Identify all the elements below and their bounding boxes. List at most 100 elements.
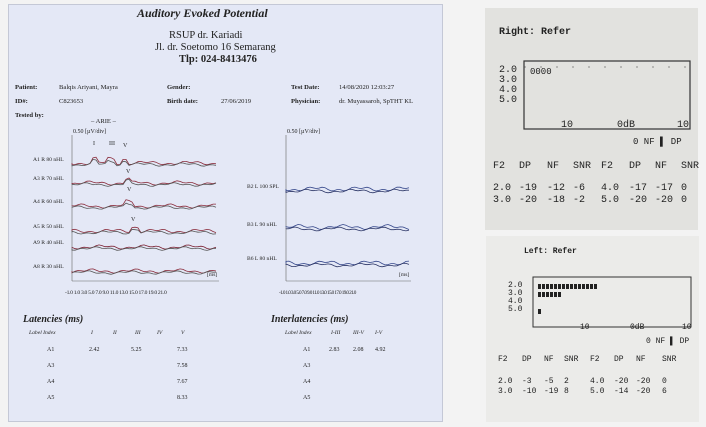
- latency-header: II: [113, 330, 117, 336]
- left-level-3: 3.0: [508, 289, 523, 298]
- dp-table-cell: -3: [522, 377, 532, 386]
- dp-table-cell: 2.0: [498, 377, 513, 386]
- dp-table-cell: 0: [662, 377, 667, 386]
- dp-table-header: SNR: [564, 355, 579, 364]
- dp-mark: [550, 284, 553, 289]
- id-value: C823653: [59, 98, 84, 105]
- table-row-label: A5: [303, 395, 311, 401]
- left-trace-replicate: [71, 202, 217, 210]
- latency-header: III: [135, 330, 141, 336]
- dp-mark: [566, 284, 569, 289]
- physician-label: Physician:: [291, 98, 321, 105]
- right-ear-oae-printout: Right: Refer 2.0 3.0 4.0 5.0 0000 10 0dB…: [485, 8, 700, 230]
- right-scale-0db: 0dB: [617, 120, 636, 131]
- left-level-4: 4.0: [508, 297, 523, 306]
- peak-label-v: V: [123, 143, 128, 149]
- peak-label-v-a3: V: [126, 169, 131, 175]
- interlat-header: I-III: [331, 330, 341, 336]
- dp-table-header: NF: [547, 161, 560, 172]
- table-cell: 2.08: [353, 347, 364, 353]
- table-cell: 2.42: [89, 347, 100, 353]
- report-title: Auditory Evoked Potential: [137, 6, 268, 20]
- left-plot-scale: 0.50 [µV/div]: [73, 129, 107, 135]
- dp-table-cell: -17: [655, 183, 674, 194]
- trace-label: A4 R 60 nHL: [33, 199, 64, 205]
- left-level-2: 2.0: [508, 281, 523, 290]
- right-scale-10: 10: [561, 120, 574, 131]
- dp-mark: [582, 284, 585, 289]
- dp-mark: [578, 284, 581, 289]
- dp-table-cell: -2: [573, 195, 586, 206]
- dp-mark: [542, 284, 545, 289]
- left-trace-replicate: [71, 246, 217, 251]
- dp-mark: [570, 284, 573, 289]
- left-ms-label: [ms]: [207, 272, 218, 278]
- peak-label-i: I: [93, 141, 95, 147]
- dp-table-cell: 0: [681, 183, 688, 194]
- trace-label: A8 R 30 nHL: [33, 264, 64, 270]
- left-ear-oae-printout: Left: Refer 2.0 3.0 4.0 5.0 10 0dB 10 0 …: [486, 236, 699, 422]
- dp-table-header: NF: [544, 355, 554, 364]
- dp-table-cell: 6: [662, 387, 667, 396]
- latency-header: I: [91, 330, 93, 336]
- dp-mark: [542, 292, 545, 297]
- right-trace-waveform: [285, 224, 410, 230]
- dp-table-cell: -5: [544, 377, 554, 386]
- right-level-2: 2.0: [499, 65, 518, 76]
- aep-report-page: Auditory Evoked Potential RSUP dr. Karia…: [8, 4, 443, 422]
- right-level-5: 5.0: [499, 95, 518, 106]
- dp-table-cell: -18: [547, 195, 566, 206]
- dp-table-header: F2: [498, 355, 508, 364]
- physician-value: dr. Muyassaroh, SpTHT KL: [339, 98, 414, 105]
- patient-label: Patient:: [15, 84, 38, 91]
- right-plot-scale: 0.50 [µV/div]: [287, 129, 321, 135]
- dp-table-cell: -20: [614, 377, 629, 386]
- right-ear-waveform-plot: [285, 135, 411, 282]
- dp-table-header: F2: [590, 355, 600, 364]
- interlat-header: III-V: [353, 330, 364, 336]
- dp-table-cell: -6: [573, 183, 586, 194]
- dp-mark: [546, 292, 549, 297]
- left-trace-waveform: [71, 156, 217, 166]
- dp-table-header: SNR: [573, 161, 592, 172]
- left-trace-waveform: [71, 177, 217, 186]
- patient-value: Balqis Ariyani, Mayra: [59, 84, 118, 91]
- left-traces-group: [71, 156, 217, 275]
- dp-table-cell: -14: [614, 387, 629, 396]
- birth-date-label: Birth date:: [167, 98, 198, 105]
- interlat-header: I-V: [375, 330, 383, 336]
- left-trace-replicate: [71, 270, 217, 275]
- dp-table-cell: 2.0: [493, 183, 512, 194]
- dp-table-cell: 3.0: [493, 195, 512, 206]
- table-row-label: A4: [303, 379, 311, 385]
- latency-header: IV: [157, 330, 163, 336]
- left-trace-replicate: [71, 178, 217, 187]
- right-level-3: 3.0: [499, 75, 518, 86]
- left-trace-waveform: [71, 199, 216, 209]
- dp-table-cell: 8: [564, 387, 569, 396]
- test-date-label: Test Date:: [291, 84, 320, 91]
- hospital-phone: Tlp: 024-8413476: [179, 54, 257, 65]
- interlat-header: Label Index: [285, 330, 312, 336]
- table-row-label: A1: [303, 347, 311, 353]
- left-trace-waveform: [71, 268, 217, 274]
- interlatencies-title: Interlatencies (ms): [271, 314, 349, 325]
- latency-header: Label Index: [29, 330, 56, 336]
- dp-mark: [538, 284, 541, 289]
- dp-mark: [554, 292, 557, 297]
- dp-table-header: F2: [493, 161, 506, 172]
- dp-table-header: SNR: [681, 161, 700, 172]
- right-legend: 0 NF ▌ DP: [633, 137, 682, 147]
- peak-label-iii: III: [109, 141, 115, 147]
- dp-table-cell: -20: [519, 195, 538, 206]
- table-cell: 7.33: [177, 347, 188, 353]
- dp-table-cell: -20: [636, 377, 651, 386]
- dp-table-cell: 3.0: [498, 387, 513, 396]
- dp-mark: [558, 292, 561, 297]
- table-cell: 4.92: [375, 347, 386, 353]
- id-label: ID#:: [15, 98, 28, 105]
- left-axis-ticks: -1.0 1.0 3.0 5.0 7.0 9.0 11.0 13.0 15.0 …: [65, 290, 167, 296]
- test-date-value: 14/08/2020 12:03:27: [339, 84, 395, 91]
- right-trace-replicate: [285, 188, 409, 194]
- dp-table-cell: 5.0: [601, 195, 620, 206]
